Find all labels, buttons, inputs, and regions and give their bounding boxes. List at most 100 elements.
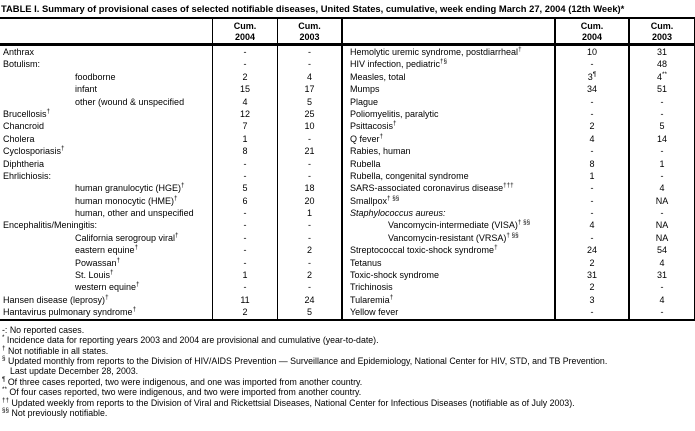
disease-label: Trichinosis xyxy=(343,281,556,294)
notifiable-diseases-table: Cum. 2004 Cum. 2003 Cum. 2004 Cum. 2003 … xyxy=(0,17,695,321)
disease-label: Poliomyelitis, paralytic xyxy=(343,107,556,121)
table-header-row: Cum. 2004 Cum. 2003 Cum. 2004 Cum. 2003 xyxy=(0,19,695,46)
footnote: Last update December 28, 2003. xyxy=(10,366,139,377)
cum-2004-cell: 1 xyxy=(213,269,278,282)
table-row: eastern equine† -2 Streptococcal toxic-sho… xyxy=(0,244,695,257)
cum-2004-cell: - xyxy=(213,157,278,170)
header-cum-2004-right: Cum. 2004 xyxy=(556,19,630,43)
cum-2004-cell: - xyxy=(556,145,630,158)
cum-2004-cell: 4 xyxy=(213,95,278,108)
cum-2004-cell: 6 xyxy=(213,194,278,208)
table-row: Cholera 1- Q fever† 4 14 xyxy=(0,132,695,146)
disease-label: HIV infection, pediatric†§ xyxy=(343,58,556,71)
cum-2003-cell: 1 xyxy=(630,157,695,170)
disease-label: Rabies, human xyxy=(343,145,556,158)
cum-2004-cell: 31 xyxy=(556,269,630,282)
disease-label: other (wound & unspecified xyxy=(0,95,213,108)
cum-2003-cell: - xyxy=(278,58,343,71)
cum-2003-cell: - xyxy=(278,219,343,232)
disease-label: Yellow fever xyxy=(343,306,556,319)
cum-2003-cell: 1 xyxy=(278,207,343,220)
cum-2004-cell: - xyxy=(213,58,278,71)
table-row: California serogroup viral† - - Vancomycin-… xyxy=(0,231,695,245)
year-label: 2004 xyxy=(234,31,256,42)
footnote: ** Of four cases reported, two were indi… xyxy=(2,386,362,398)
disease-label: Tularemia† xyxy=(343,293,556,307)
cum-2004-cell: - xyxy=(556,107,630,121)
cum-2004-cell: 4 xyxy=(556,132,630,146)
disease-label: Staphylococcus aureus: xyxy=(343,207,556,220)
header-spacer-left xyxy=(0,19,213,43)
header-cum-2003-left: Cum. 2003 xyxy=(278,19,343,43)
disease-label: Rubella, congenital syndrome xyxy=(343,169,556,183)
cum-2003-cell: - xyxy=(630,306,695,319)
disease-label: Cholera xyxy=(0,132,213,146)
cum-2004-cell: 8 xyxy=(556,157,630,170)
table-row: infant 15 17 Mumps 34 51 xyxy=(0,83,695,96)
cum-2003-cell: 25 xyxy=(278,107,343,121)
disease-label: Smallpox† §§ xyxy=(343,194,556,208)
disease-label: human, other and unspecified xyxy=(0,207,213,220)
cum-2004-cell: - xyxy=(556,182,630,195)
footnote: §§ Not previously notifiable. xyxy=(2,407,108,419)
cum-2004-cell: 11 xyxy=(213,293,278,307)
disease-label: Encephalitis/Meningitis: xyxy=(0,219,213,232)
cum-2003-cell: 24 xyxy=(278,293,343,307)
disease-label: Diphtheria xyxy=(0,157,213,170)
cum-2004-cell: - xyxy=(213,169,278,183)
cum-2003-cell: - xyxy=(278,169,343,183)
table-row: Botulism: - - HIV infection, pediatric†§ -48 xyxy=(0,58,695,71)
year-label: 2003 xyxy=(299,31,320,42)
cum-2003-cell: - xyxy=(278,132,343,146)
table-row: human, other and unspecified - 1 Staphyloco… xyxy=(0,207,695,220)
cum-2003-cell: 21 xyxy=(278,145,343,158)
disease-label: Tetanus xyxy=(343,256,556,270)
cum-2004-cell: 2 xyxy=(556,281,630,294)
disease-label: western equine† xyxy=(0,281,213,294)
year-label: 2003 xyxy=(651,31,673,42)
disease-label: Hemolytic uremic syndrome, postdiarrheal… xyxy=(343,46,556,59)
cum-2004-cell: 8 xyxy=(213,145,278,158)
disease-label: Vancomycin-intermediate (VISA)† §§ xyxy=(343,219,556,232)
disease-label: Measles, total xyxy=(343,70,556,84)
table-row: Powassan† - - Tetanus 2 4 xyxy=(0,256,695,270)
cum-2004-cell: - xyxy=(556,58,630,71)
cum-2003-cell: 54 xyxy=(630,244,695,257)
disease-label: Streptococcal toxic-shock syndrome† xyxy=(343,244,556,257)
header-cum-2004-left: Cum. 2004 xyxy=(213,19,278,43)
cum-2003-cell: 48 xyxy=(630,58,695,71)
table-row: Chancroid 7 10 Psittacosis† 2 5 xyxy=(0,120,695,133)
cum-2003-cell: 5 xyxy=(630,120,695,133)
footnotes: -: No reported cases. * Incidence data fo… xyxy=(0,321,695,419)
cum-2004-cell: - xyxy=(213,281,278,294)
disease-label: Psittacosis† xyxy=(343,120,556,133)
disease-label: Rubella xyxy=(343,157,556,170)
cum-2004-cell: 15 xyxy=(213,83,278,96)
disease-label: Cyclosporiasis† xyxy=(0,145,213,158)
cum-2003-cell: - xyxy=(278,256,343,270)
cum-2003-cell: 51 xyxy=(630,83,695,96)
header-cum-2003-right: Cum. 2003 xyxy=(630,19,695,43)
disease-label: Hansen disease (leprosy)† xyxy=(0,293,213,307)
cum-2003-cell: - xyxy=(630,207,695,220)
cum-2004-cell: 10 xyxy=(556,46,630,59)
cum-2004-cell: 4 xyxy=(556,219,630,232)
disease-label: infant xyxy=(0,83,213,96)
cum-2004-cell: - xyxy=(556,194,630,208)
cum-2004-cell: - xyxy=(556,95,630,108)
cum-2003-cell: 10 xyxy=(278,120,343,133)
disease-label: Botulism: xyxy=(0,58,213,71)
disease-label: eastern equine† xyxy=(0,244,213,257)
cum-2003-cell: - xyxy=(630,95,695,108)
cum-2004-cell: 24 xyxy=(556,244,630,257)
cum-2003-cell: 2 xyxy=(278,269,343,282)
disease-label: SARS-associated coronavirus disease††† xyxy=(343,182,556,195)
cum-2004-cell: 5 xyxy=(213,182,278,195)
disease-label: California serogroup viral† xyxy=(0,231,213,245)
cum-2003-cell: 4 xyxy=(278,70,343,84)
cum-2004-cell: 7 xyxy=(213,120,278,133)
cum-2003-cell: - xyxy=(630,145,695,158)
table-row: Hansen disease (leprosy)† 11 24 Tularemia† 3… xyxy=(0,293,695,307)
disease-label: human granulocytic (HGE)† xyxy=(0,182,213,195)
